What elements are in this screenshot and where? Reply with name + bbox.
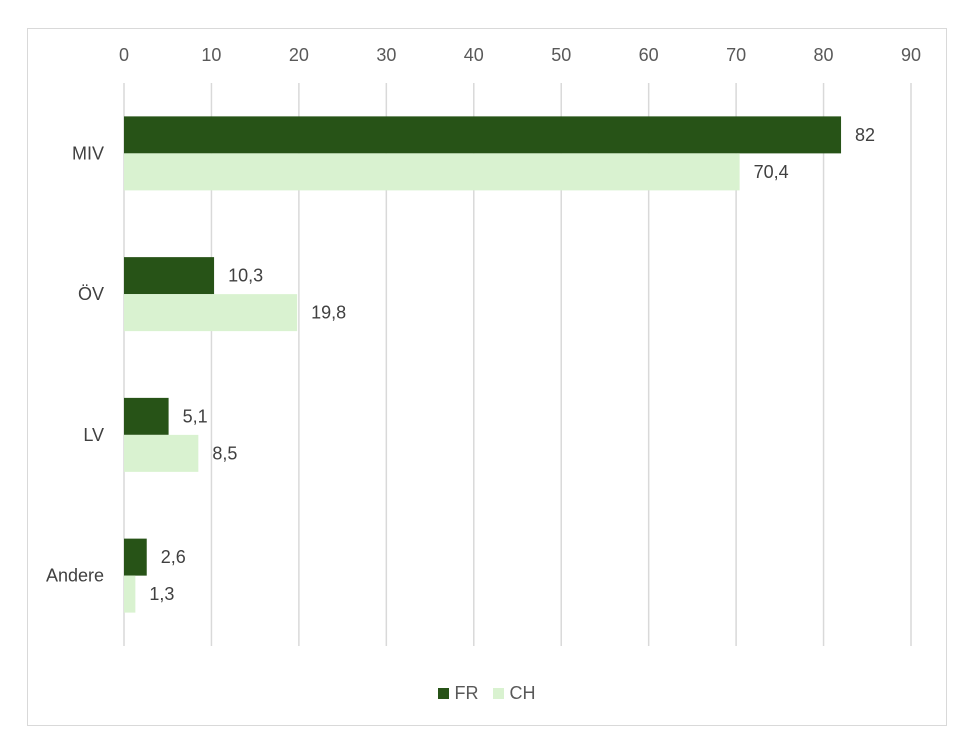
legend-item-ch: CH [492,682,536,704]
x-axis-tick-labels: 0 10 20 30 40 50 60 70 80 90 [119,45,921,65]
data-label: 70,4 [754,162,789,182]
data-label: 82 [855,125,875,145]
legend-item-fr: FR [437,682,479,704]
data-label: 1,3 [149,584,174,604]
data-labels: 82 70,4 10,3 19,8 5,18,5 2,6 1,3 [149,125,875,604]
category-label: ÖV [78,284,104,304]
x-tick-label: 80 [814,45,834,65]
data-label: 19,8 [311,303,346,323]
x-tick-label: 90 [901,45,921,65]
category-label: MIV [72,143,104,163]
bar-ch [124,575,136,613]
category-labels: MIV ÖV LV Andere [46,143,104,585]
data-label: 8,5 [212,443,237,463]
legend-swatch-ch [492,687,504,699]
x-tick-label: 50 [551,45,571,65]
category-label: Andere [46,566,104,586]
legend: FR CH [0,682,973,704]
legend-label-ch: CH [509,682,536,703]
x-tick-label: 20 [289,45,309,65]
bar-ch [124,294,298,332]
x-tick-label: 30 [376,45,396,65]
legend-label-fr: FR [454,682,479,703]
data-label: 5,1 [183,406,208,426]
bar-fr [124,538,147,576]
x-tick-label: 40 [464,45,484,65]
legend-swatch-fr [437,687,449,699]
data-label: 10,3 [228,266,263,286]
bars [124,116,842,613]
bar-ch [124,434,199,472]
x-tick-label: 10 [201,45,221,65]
bar-fr [124,397,169,435]
data-label: 2,6 [161,547,186,567]
x-tick-label: 0 [119,45,129,65]
category-label: LV [83,425,104,445]
bar-fr [124,257,215,295]
bar-fr [124,116,842,154]
bar-ch [124,153,740,191]
x-tick-label: 70 [726,45,746,65]
x-tick-label: 60 [639,45,659,65]
